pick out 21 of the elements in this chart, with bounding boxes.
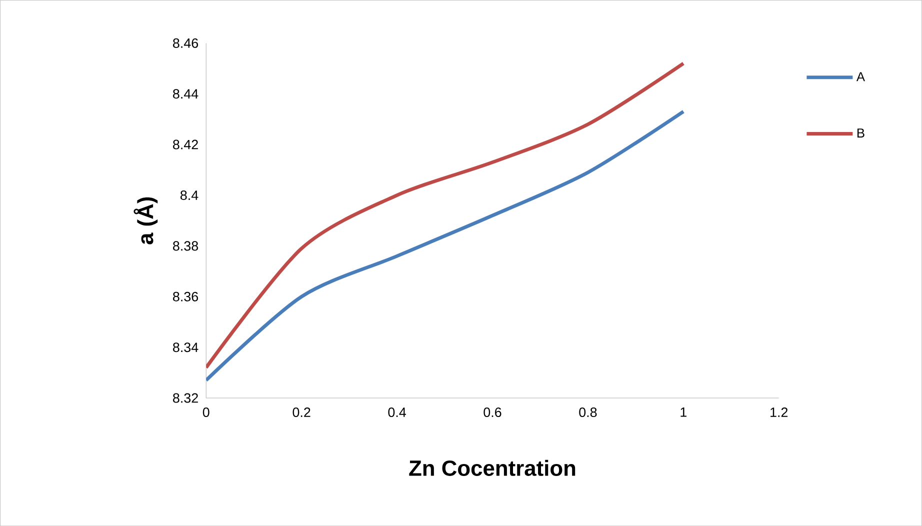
line-series: [206, 62, 686, 370]
x-tick-label: 0.8: [579, 407, 597, 417]
y-tick-label: 8.46: [173, 38, 198, 48]
y-tick-label: 8.34: [173, 342, 198, 352]
y-tick-label: 8.42: [173, 140, 198, 150]
x-tick-label: 1.2: [770, 407, 788, 417]
legend-label: B: [857, 128, 864, 138]
x-axis-title: Zn Cocentration: [409, 460, 576, 476]
y-tick-label: 8.32: [173, 393, 198, 403]
y-tick-label: 8.44: [173, 89, 198, 99]
y-axis-title: a (Å): [134, 197, 158, 244]
x-tick-label: 0.2: [292, 407, 310, 417]
y-tick-label: 8.4: [180, 190, 198, 200]
x-tick-label: 0.4: [388, 407, 406, 417]
x-tick-label: 0.6: [484, 407, 502, 417]
x-tick-label: 0: [202, 407, 210, 417]
legend-label: A: [856, 72, 866, 82]
x-tick-label: 1: [680, 407, 686, 417]
y-tick-label: 8.38: [173, 241, 198, 251]
line-series: [206, 110, 686, 382]
y-tick-label: 8.36: [173, 292, 198, 302]
